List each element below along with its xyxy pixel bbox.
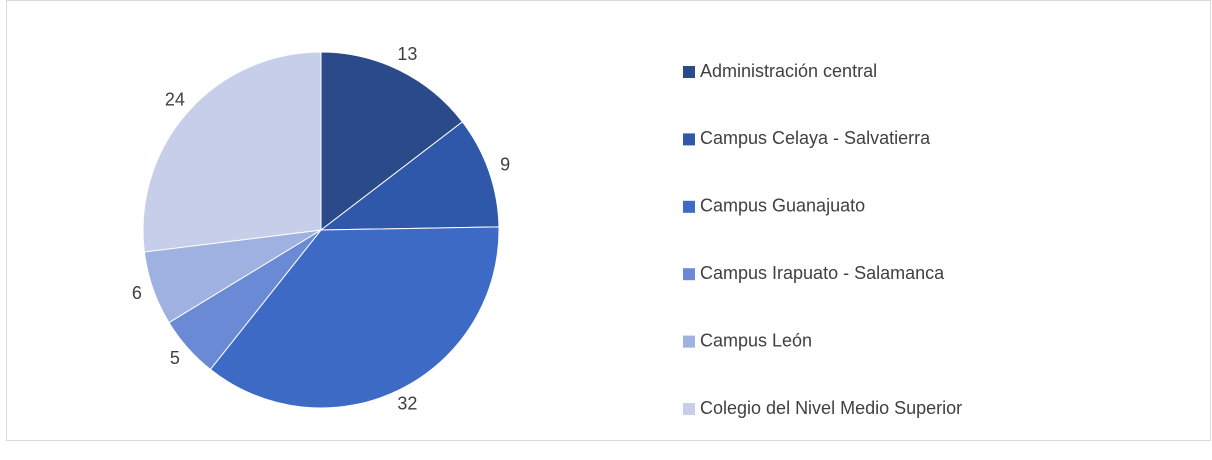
legend-label: Colegio del Nivel Medio Superior	[700, 398, 962, 418]
pie-slice	[319, 121, 500, 231]
legend-label: Campus Guanajuato	[700, 196, 865, 216]
data-label: 32	[397, 394, 417, 414]
data-label: 6	[132, 283, 142, 303]
data-label: 9	[500, 155, 510, 175]
legend-swatch	[683, 200, 695, 213]
legend-label: Campus León	[700, 330, 812, 350]
legend-swatch	[683, 335, 695, 348]
pie-slice	[142, 51, 322, 253]
data-label: 5	[170, 348, 180, 368]
legend-swatch	[683, 268, 695, 281]
pie-slice	[209, 226, 500, 409]
legend-label: Campus Celaya - Salvatierra	[700, 128, 931, 148]
legend-swatch	[683, 403, 695, 415]
data-label: 13	[397, 44, 417, 64]
legend-label: Administración central	[700, 61, 877, 81]
pie-slice	[320, 51, 464, 232]
legend-swatch	[683, 133, 695, 146]
legend-label: Campus Irapuato - Salamanca	[700, 263, 945, 283]
legend-swatch	[683, 66, 695, 78]
data-label: 24	[165, 90, 185, 110]
